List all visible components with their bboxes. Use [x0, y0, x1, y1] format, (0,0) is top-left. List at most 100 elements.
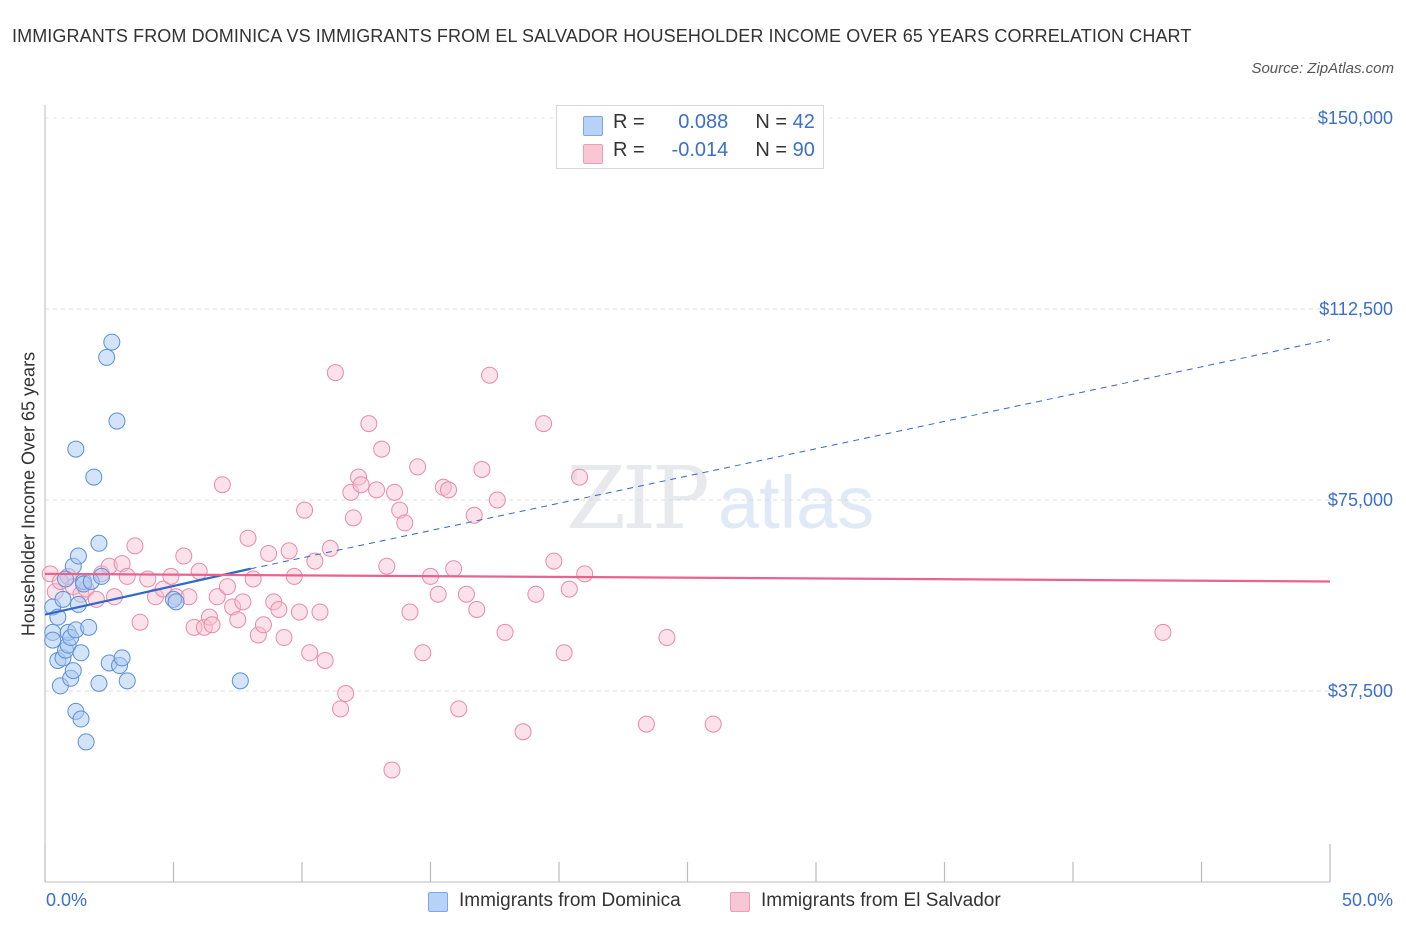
watermark-zip: ZIP — [566, 449, 707, 549]
el-salvador-point — [488, 491, 506, 509]
zipatlas-watermark: ZIP atlas — [566, 449, 874, 549]
el-salvador-point — [113, 555, 131, 573]
el-salvador-point — [401, 603, 419, 621]
dominica-trend-extension — [250, 339, 1331, 570]
dominica-point — [44, 631, 62, 649]
el-salvador-point — [409, 458, 427, 476]
legend-n-value: 42 — [792, 111, 815, 133]
el-salvador-point — [450, 700, 468, 718]
bottom-legend-label: Immigrants from El Salvador — [761, 890, 1001, 911]
x-tick-label-max: 50.0% — [1341, 890, 1393, 910]
watermark-atlas: atlas — [718, 461, 874, 544]
el-salvador-point — [260, 544, 278, 562]
el-salvador-point — [218, 578, 236, 596]
bottom-legend-label: Immigrants from Dominica — [459, 890, 681, 911]
dominica-point — [69, 595, 87, 613]
axes — [44, 105, 1331, 883]
el-salvador-point — [326, 364, 344, 382]
el-salvador-point — [360, 415, 378, 433]
el-salvador-point — [514, 723, 532, 741]
dominica-point — [77, 733, 95, 751]
el-salvador-point — [368, 481, 386, 499]
el-salvador-point — [118, 567, 136, 585]
el-salvador-point — [311, 603, 329, 621]
el-salvador-points — [41, 364, 1172, 779]
dominica-point — [108, 412, 126, 430]
chart-title: IMMIGRANTS FROM DOMINICA VS IMMIGRANTS F… — [12, 26, 1192, 46]
y-tick-label: $37,500 — [1328, 681, 1393, 701]
dominica-point — [113, 649, 131, 667]
el-salvador-point — [337, 685, 355, 703]
el-salvador-point — [396, 514, 414, 532]
el-salvador-point — [352, 476, 370, 494]
el-salvador-point — [465, 506, 483, 524]
el-salvador-point — [306, 552, 324, 570]
el-salvador-point — [414, 644, 432, 662]
el-salvador-point — [445, 560, 463, 578]
el-salvador-point — [321, 539, 339, 557]
y-axis-label: Householder Income Over 65 years — [18, 351, 39, 637]
dominica-point — [64, 662, 82, 680]
el-salvador-point — [496, 623, 514, 641]
el-salvador-point — [378, 557, 396, 575]
el-salvador-point — [571, 468, 589, 486]
dominica-point — [90, 674, 108, 692]
dominica-point — [72, 644, 90, 662]
el-salvador-point — [301, 644, 319, 662]
trend-lines — [44, 339, 1331, 616]
el-salvador-point — [249, 626, 267, 644]
el-salvador-point — [386, 483, 404, 501]
el-salvador-point — [439, 481, 457, 499]
el-salvador-trend-line — [44, 572, 1331, 583]
el-salvador-point — [270, 601, 288, 619]
el-salvador-point — [190, 562, 208, 580]
legend-r-label: R = — [613, 139, 645, 161]
legend-r-value: -0.014 — [671, 139, 729, 161]
dominica-point — [85, 468, 103, 486]
dominica-point — [98, 348, 116, 366]
legend-n-value: 90 — [792, 139, 815, 161]
x-tick-label-min: 0.0% — [46, 890, 88, 910]
el-salvador-point — [704, 715, 722, 733]
el-salvador-point — [1154, 623, 1172, 641]
el-salvador-point — [296, 501, 314, 519]
y-tick-label: $75,000 — [1328, 490, 1393, 510]
y-tick-labels: $37,500 $75,000 $112,500 $150,000 — [1318, 108, 1393, 701]
el-salvador-point — [203, 616, 221, 634]
el-salvador-point — [290, 603, 308, 621]
dominica-point — [231, 672, 249, 690]
correlation-legend: R = 0.088 N = 42 R = -0.014 N = 90 — [556, 105, 824, 169]
el-salvador-point — [457, 585, 475, 603]
el-salvador-point — [208, 588, 226, 606]
el-salvador-point — [429, 585, 447, 603]
dominica-trend-line — [44, 567, 251, 616]
el-salvador-point — [239, 529, 257, 547]
source-label: Source: ZipAtlas.com — [1251, 60, 1394, 77]
el-salvador-point — [162, 567, 180, 585]
legend-r-label: R = — [613, 111, 645, 133]
dominica-point — [103, 333, 121, 351]
el-salvador-point — [280, 542, 298, 560]
dominica-point — [69, 547, 87, 565]
el-salvador-point — [473, 460, 491, 478]
el-salvador-point — [434, 478, 452, 496]
el-salvador-point — [175, 547, 193, 565]
dominica-point — [54, 590, 72, 608]
el-salvador-point — [481, 366, 499, 384]
y-tick-label: $112,500 — [1319, 299, 1393, 319]
dominica-point — [93, 567, 111, 585]
el-salvador-point — [391, 501, 409, 519]
el-salvador-point — [213, 476, 231, 494]
el-salvador-point — [527, 585, 545, 603]
el-salvador-point — [275, 629, 293, 647]
el-salvador-point — [560, 580, 578, 598]
el-salvador-point — [383, 761, 401, 779]
el-salvador-point — [545, 552, 563, 570]
el-salvador-point — [316, 651, 334, 669]
el-salvador-point — [234, 593, 252, 611]
dominica-point — [118, 672, 136, 690]
dominica-point — [80, 618, 98, 636]
el-salvador-point — [535, 415, 553, 433]
legend-swatch-pink — [583, 144, 603, 164]
